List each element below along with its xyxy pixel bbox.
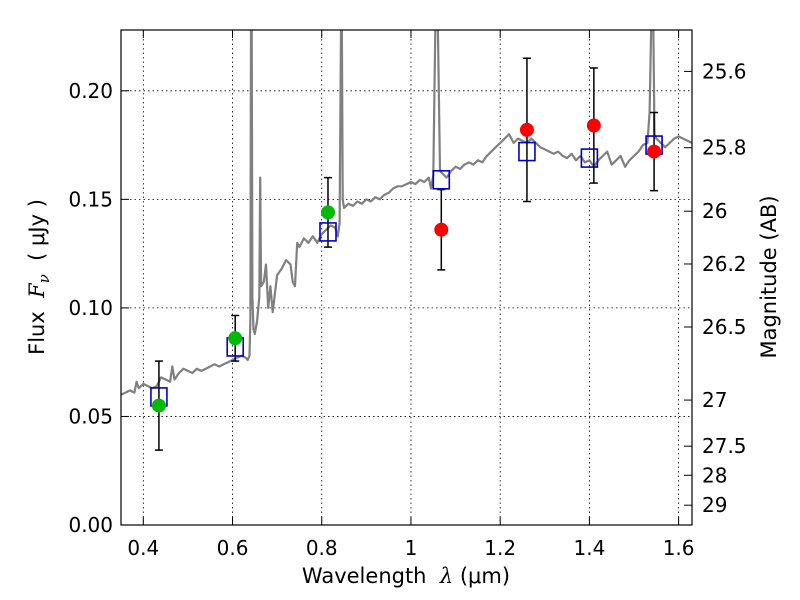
- x-axis-label: Wavelength λ (μm): [302, 564, 510, 588]
- y2-tick-label: 27: [702, 388, 727, 412]
- y-tick-label: 0.05: [68, 404, 113, 428]
- x-tick-label: 0.8: [306, 536, 338, 560]
- y-axis-label: Flux Fν ( μJy ): [25, 199, 53, 355]
- y2-tick-label: 27.5: [702, 434, 747, 458]
- x-tick-label: 0.4: [127, 536, 159, 560]
- observed-circle-marker: [320, 205, 335, 220]
- y2-axis-label: Magnitude (AB): [757, 195, 781, 358]
- tick-layer: 0.4 0.6 0.8 1 1.2 1.4 1.6 0.00 0.05 0.10 0.15 0.20 2…: [68, 30, 747, 560]
- y2-tick-label: 26.5: [702, 315, 747, 339]
- y-tick-label: 0.15: [68, 187, 113, 211]
- model-square-marker: [319, 222, 337, 242]
- y-tick-label: 0.00: [68, 513, 113, 537]
- observed-circle-marker: [519, 122, 534, 137]
- observed-circle-marker: [586, 118, 601, 133]
- x-tick-label: 1: [405, 536, 418, 560]
- x-tick-label: 0.6: [217, 536, 249, 560]
- spectrum-line: [121, 30, 692, 396]
- y-tick-label: 0.20: [68, 79, 113, 103]
- y2-tick-label: 25.8: [702, 136, 747, 160]
- spectrum-layer: [121, 30, 692, 396]
- y-tick-label: 0.10: [68, 296, 113, 320]
- observed-circle-marker: [228, 331, 243, 346]
- y2-tick-label: 29: [702, 493, 727, 517]
- grid: [121, 30, 692, 526]
- marker-layer: [150, 118, 663, 413]
- observed-circle-marker: [434, 222, 449, 237]
- x-tick-label: 1.6: [663, 536, 695, 560]
- model-square-marker: [580, 148, 599, 168]
- model-square-marker: [432, 170, 451, 190]
- x-tick-label: 1.2: [484, 536, 516, 560]
- y2-tick-label: 26.2: [702, 252, 747, 276]
- y2-tick-label: 25.6: [702, 59, 747, 83]
- model-square-marker: [518, 141, 536, 162]
- plot-background: [121, 30, 692, 525]
- y2-tick-label: 26: [702, 199, 727, 223]
- x-tick-label: 1.4: [573, 536, 605, 560]
- y2-tick-label: 28: [702, 463, 727, 487]
- observed-circle-marker: [151, 398, 166, 413]
- plot-frame: [120, 29, 693, 526]
- observed-circle-marker: [647, 144, 662, 159]
